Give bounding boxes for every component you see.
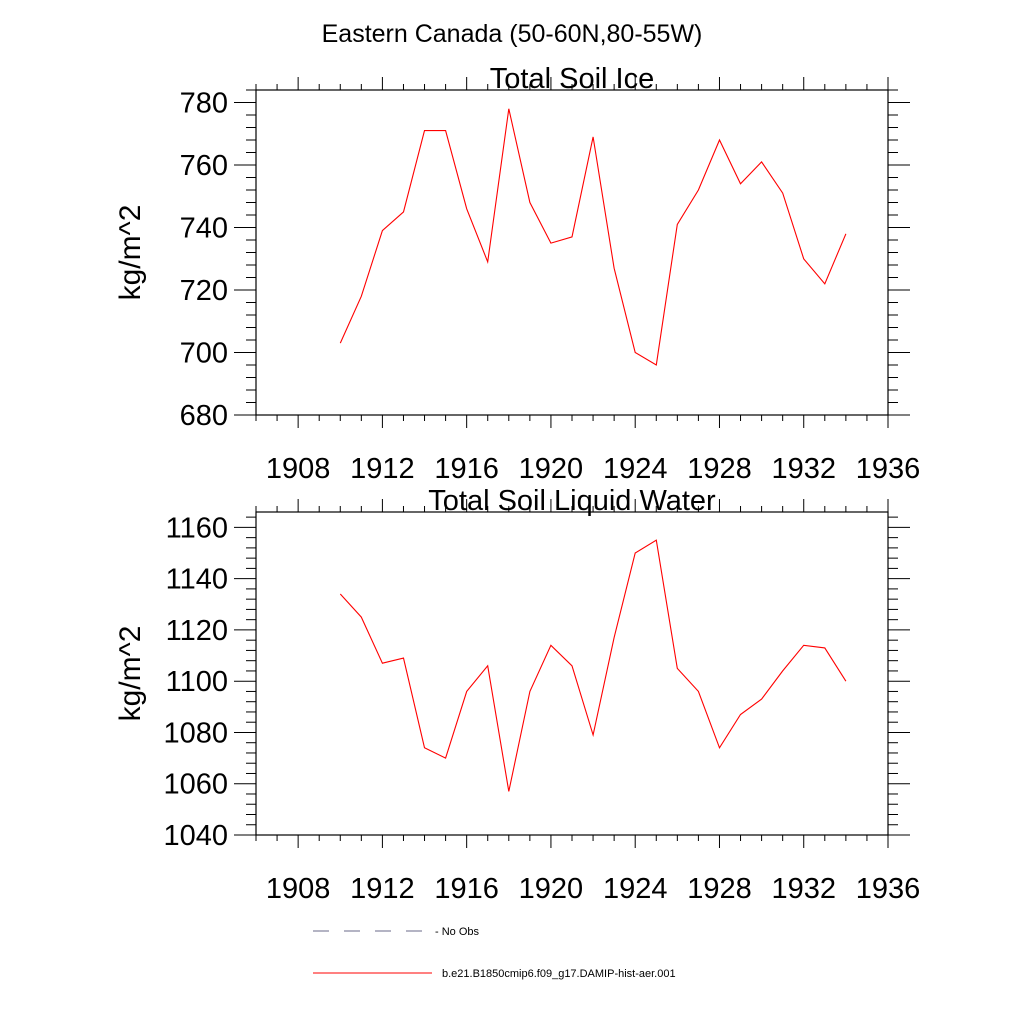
y-tick-label: 1140 <box>166 564 228 596</box>
legend: - No Obs b.e21.B1850cmip6.f09_g17.DAMIP-h… <box>313 926 676 980</box>
x-tick-label: 1928 <box>687 453 752 485</box>
x-tick-label: 1936 <box>856 873 921 905</box>
x-tick-label: 1916 <box>434 453 499 485</box>
y-tick-label: 700 <box>180 338 228 370</box>
series-line-1 <box>339 539 847 792</box>
legend-label-1: - No Obs <box>435 926 480 938</box>
x-tick-label: 1928 <box>687 873 752 905</box>
x-tick-label: 1920 <box>519 873 584 905</box>
y-tick-label: 1080 <box>163 717 228 749</box>
x-tick-label: 1932 <box>771 453 836 485</box>
x-tick-label: 1924 <box>603 453 668 485</box>
x-tick-label: 1912 <box>350 873 415 905</box>
x-tick-label: 1916 <box>434 873 499 905</box>
legend-label-2: b.e21.B1850cmip6.f09_g17.DAMIP-hist-aer.… <box>442 968 676 980</box>
x-tick-label: 1924 <box>603 873 668 905</box>
y-tick-label: 1060 <box>163 769 228 801</box>
y-tick-label: 1100 <box>166 666 228 698</box>
x-tick-label: 1908 <box>266 873 331 905</box>
plot-frame <box>255 511 889 836</box>
chart-panel-1: Total Soil Ice kg/m^2 1908 1912 1916 1920 1924… <box>114 63 920 485</box>
y-tick-label: 780 <box>180 88 228 120</box>
series-line-1 <box>339 108 847 366</box>
x-tick-label: 1908 <box>266 453 331 485</box>
plot-frame <box>255 89 889 416</box>
y-tick-label: 740 <box>180 213 228 245</box>
x-tick-label: 1932 <box>771 873 836 905</box>
x-tick-label: 1920 <box>519 453 584 485</box>
y-tick-label: 1160 <box>166 512 228 544</box>
y-tick-label: 1120 <box>166 615 228 647</box>
chart-panel-2: Total Soil Liquid Water kg/m^2 1908 1912 191… <box>114 485 920 905</box>
y-tick-label: 760 <box>180 150 228 182</box>
y-tick-label: 1040 <box>163 820 228 852</box>
figure-title: Eastern Canada (50-60N,80-55W) <box>322 20 703 48</box>
x-tick-label: 1912 <box>350 453 415 485</box>
x-tick-label: 1936 <box>856 453 921 485</box>
y-tick-label: 680 <box>180 400 228 432</box>
y-tick-label: 720 <box>180 275 228 307</box>
panel-title: Total Soil Liquid Water <box>428 485 716 517</box>
y-axis-label: kg/m^2 <box>114 626 147 722</box>
y-axis-label: kg/m^2 <box>114 205 147 301</box>
panel-title: Total Soil Ice <box>490 63 654 95</box>
chart-panels: Total Soil Ice kg/m^2 1908 1912 1916 1920 1924… <box>114 63 920 905</box>
